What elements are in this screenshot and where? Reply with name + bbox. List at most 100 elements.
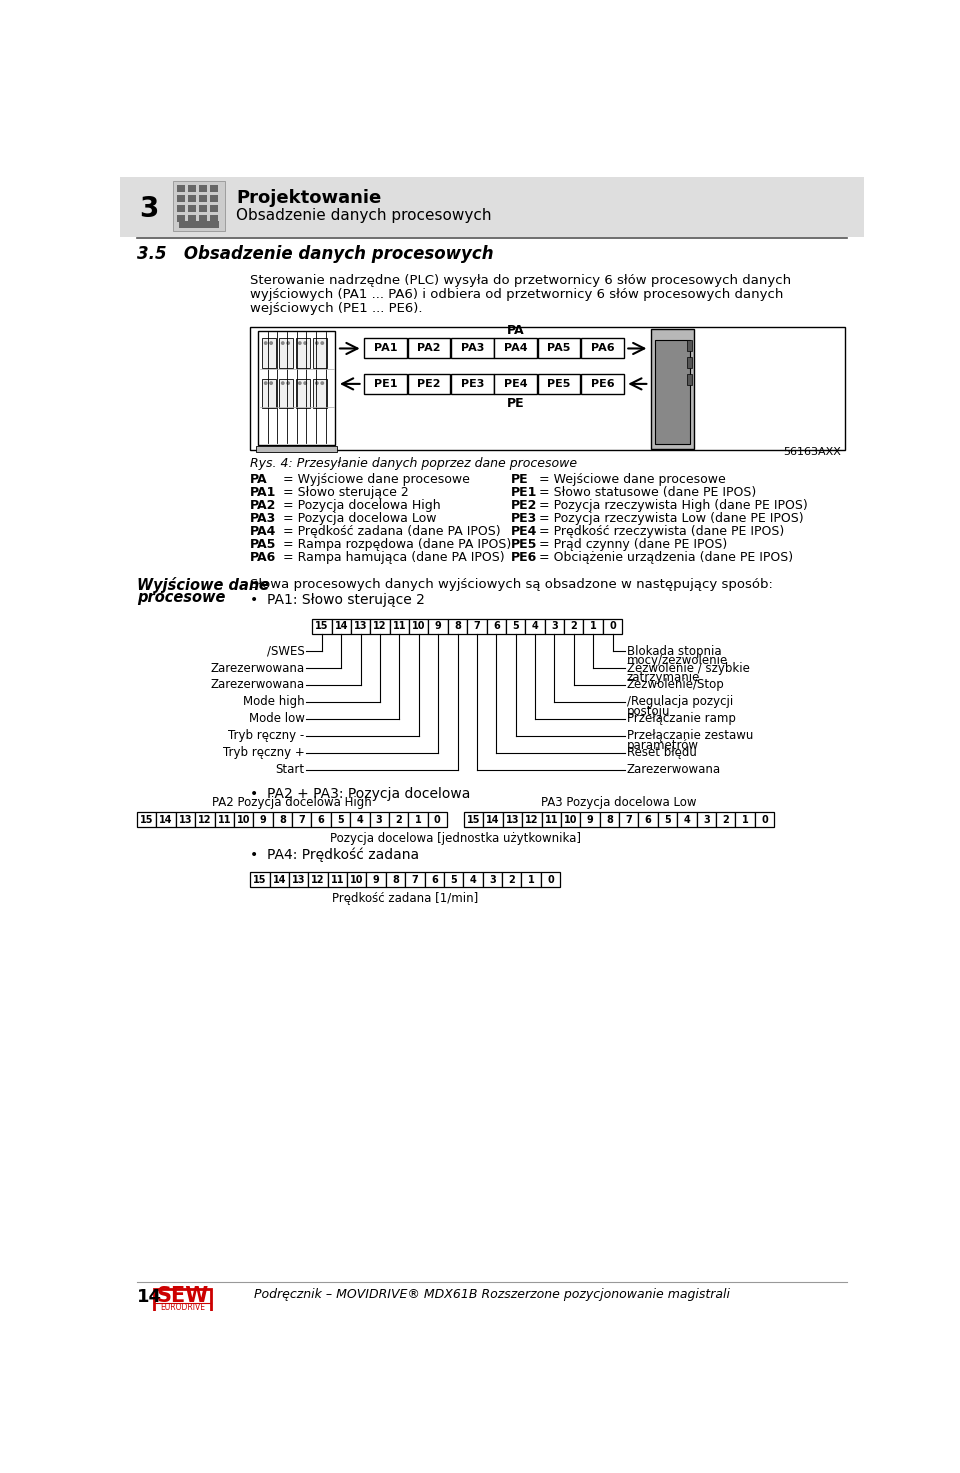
Text: PA1: PA1 [251,486,276,499]
Text: 0: 0 [547,875,554,885]
Text: Prędkość zadana [1/min]: Prędkość zadana [1/min] [332,891,478,904]
Bar [289,872,308,887]
Text: PA: PA [507,324,524,337]
Bar [584,619,603,635]
Text: PA2: PA2 [417,343,441,354]
Bar [178,196,185,202]
Text: /Regulacja pozycji: /Regulacja pozycji [627,695,733,709]
Text: 8: 8 [606,815,612,825]
Bar [405,872,424,887]
Bar [502,872,521,887]
Text: 4: 4 [356,815,363,825]
Text: 11: 11 [330,875,344,885]
Bar [364,374,407,393]
Bar [487,619,506,635]
Circle shape [298,342,301,345]
Bar [651,330,693,449]
Bar [581,339,624,358]
Text: Zarezerwowana: Zarezerwowana [627,763,721,776]
Text: Mode high: Mode high [243,695,304,709]
Text: 14: 14 [273,875,286,885]
Bar [253,812,273,828]
Text: 3: 3 [489,875,495,885]
Text: 15: 15 [315,622,328,632]
Bar [540,872,561,887]
Bar [188,205,196,212]
Bar [716,812,735,828]
Bar [503,812,522,828]
Bar [409,619,428,635]
Bar [313,339,327,368]
Text: 9: 9 [435,622,442,632]
Text: Słowa procesowych danych wyjściowych są obsadzone w następujący sposób:: Słowa procesowych danych wyjściowych są … [251,579,773,591]
Text: = Rampa hamująca (dane PA IPOS): = Rampa hamująca (dane PA IPOS) [283,551,504,564]
Text: Reset błędu: Reset błędu [627,747,697,759]
Text: 15: 15 [467,815,481,825]
Bar [178,215,185,222]
Text: 11: 11 [218,815,231,825]
Text: = Pozycja docelowa Low: = Pozycja docelowa Low [283,513,436,526]
Bar [351,619,371,635]
Bar [619,812,638,828]
Bar [350,812,370,828]
Circle shape [303,382,307,384]
Bar [371,619,390,635]
Text: 1: 1 [742,815,749,825]
Circle shape [303,342,307,345]
Bar [444,872,464,887]
Bar [262,379,276,408]
Bar [210,186,218,191]
Text: 14: 14 [334,622,348,632]
Bar [251,327,846,451]
Text: PE: PE [507,396,524,409]
Bar [313,379,327,408]
Text: Mode low: Mode low [249,713,304,725]
Text: 5: 5 [337,815,344,825]
Bar [251,872,270,887]
Text: parametrów: parametrów [627,738,699,751]
Circle shape [281,342,285,345]
Text: 15: 15 [253,875,267,885]
Text: 12: 12 [198,815,211,825]
Bar [544,619,564,635]
Bar [120,177,864,237]
Bar [755,812,774,828]
Circle shape [264,382,268,384]
Bar [687,374,692,384]
Bar [677,812,697,828]
Text: PA3 Pozycja docelowa Low: PA3 Pozycja docelowa Low [541,797,697,809]
Bar [348,872,367,887]
Text: procesowe: procesowe [137,591,226,605]
Bar [538,339,581,358]
Text: 0: 0 [610,622,616,632]
Bar [273,812,292,828]
Bar [424,872,444,887]
Text: 11: 11 [544,815,558,825]
Bar [311,812,331,828]
Text: 1: 1 [589,622,596,632]
Bar [367,872,386,887]
Text: postoju: postoju [627,704,670,717]
Text: PE2: PE2 [512,499,538,513]
Bar [658,812,677,828]
Circle shape [298,382,301,384]
Text: PE4: PE4 [504,379,527,389]
Text: Sterowanie nadrzędne (PLC) wysyła do przetwornicy 6 słów procesowych danych: Sterowanie nadrzędne (PLC) wysyła do prz… [251,274,791,287]
Text: 8: 8 [279,815,286,825]
Text: 10: 10 [237,815,251,825]
Text: Podręcznik – MOVIDRIVE® MDX61B Rozszerzone pozycjonowanie magistrali: Podręcznik – MOVIDRIVE® MDX61B Rozszerzo… [254,1289,730,1301]
Text: Obsadzenie danych procesowych: Obsadzenie danych procesowych [236,208,492,222]
Text: 7: 7 [473,622,480,632]
Bar [179,221,219,228]
Text: PA4: PA4 [251,526,276,538]
Text: 2: 2 [509,875,516,885]
Bar [296,379,310,408]
Circle shape [269,342,273,345]
Text: 7: 7 [412,875,419,885]
Bar [173,181,226,231]
Text: PA2 Pozycja docelowa High: PA2 Pozycja docelowa High [212,797,372,809]
Bar [178,186,185,191]
Bar [210,196,218,202]
Text: PE3: PE3 [512,513,538,526]
Bar [262,339,276,368]
